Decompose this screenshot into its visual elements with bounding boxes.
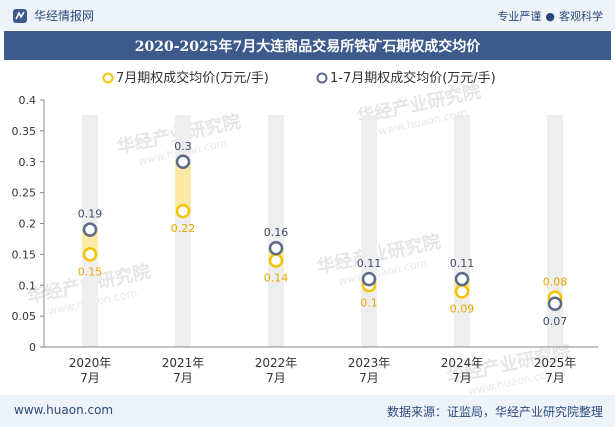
series2-data-label: 0.11 [450, 257, 475, 270]
column-shade [361, 115, 377, 347]
x-tick-label: 7月 [359, 371, 379, 385]
x-tick-label: 7月 [266, 371, 286, 385]
legend-label-series2: 1-7月期权成交均价(万元/手) [330, 70, 496, 86]
series2-point [268, 240, 284, 256]
column-shade [268, 115, 284, 347]
series1-point [175, 203, 191, 219]
series1-point [268, 253, 284, 268]
footer-website: www.huaon.com [14, 403, 114, 417]
y-tick-label: 0.4 [19, 94, 37, 107]
x-tick-label: 7月 [80, 371, 100, 385]
header-bar: 华经情报网 专业严谨 ● 客观科学 [0, 0, 615, 30]
series2-point [361, 271, 377, 287]
y-tick-label: 0.1 [19, 279, 37, 292]
range-band [175, 161, 191, 212]
series1-data-label: 0.14 [264, 272, 289, 285]
x-tick-label: 2023年 [348, 356, 391, 370]
dot-icon: ● [545, 10, 555, 23]
series2-data-label: 0.11 [357, 257, 382, 270]
series1-point [454, 284, 470, 299]
series1-data-label: 0.1 [360, 296, 378, 309]
series1-data-label: 0.22 [171, 222, 196, 235]
x-tick-label: 2021年 [162, 356, 205, 370]
series2-point [454, 271, 470, 287]
legend-marker-series1 [102, 72, 114, 84]
brand-name: 华经情报网 [34, 9, 95, 23]
x-tick-label: 7月 [452, 371, 472, 385]
series2-data-label: 0.3 [174, 140, 192, 153]
y-tick-label: 0.05 [12, 310, 37, 323]
y-tick-label: 0.3 [19, 156, 37, 169]
brand: 华经情报网 [12, 7, 94, 24]
legend-marker-series2 [316, 72, 328, 84]
x-tick-label: 2025年 [534, 356, 577, 370]
column-shade [547, 115, 563, 347]
footer-bar: www.huaon.com 数据来源：证监局，华经产业研究院整理 [0, 395, 615, 427]
series2-point [82, 222, 98, 237]
series2-data-label: 0.19 [78, 208, 103, 221]
tagline-left: 专业严谨 [497, 10, 542, 23]
y-tick-label: 0.35 [12, 125, 37, 138]
brand-logo-icon [13, 8, 27, 23]
chart: 华经产业研究院www.huaon.com华经产业研究院www.huaon.com… [12, 70, 598, 395]
series2-data-label: 0.07 [543, 315, 568, 328]
chart-title: 2020-2025年7月大连商品交易所铁矿石期权成交均价 [4, 31, 611, 60]
x-tick-label: 7月 [173, 371, 193, 385]
footer-source: 数据来源：证监局，华经产业研究院整理 [386, 405, 603, 419]
range-band [82, 229, 98, 255]
x-tick-label: 2024年 [441, 356, 484, 370]
y-tick-label: 0.15 [12, 248, 37, 261]
series2-point [547, 296, 563, 312]
series1-data-label: 0.15 [78, 265, 103, 278]
series1-data-label: 0.08 [543, 276, 568, 289]
x-tick-label: 7月 [545, 371, 565, 385]
series2-point [175, 154, 191, 169]
tagline: 专业严谨 ● 客观科学 [497, 8, 603, 24]
legend-label-series1: 7月期权成交均价(万元/手) [116, 70, 269, 86]
series2-data-label: 0.16 [264, 226, 289, 239]
x-tick-label: 2022年 [255, 356, 298, 370]
tagline-right: 客观科学 [559, 10, 603, 23]
y-tick-label: 0.2 [19, 218, 37, 231]
y-tick-label: 0 [29, 341, 36, 354]
series1-point [82, 247, 98, 262]
x-tick-label: 2020年 [69, 356, 112, 370]
series1-data-label: 0.09 [450, 302, 475, 315]
y-tick-label: 0.25 [12, 187, 37, 200]
